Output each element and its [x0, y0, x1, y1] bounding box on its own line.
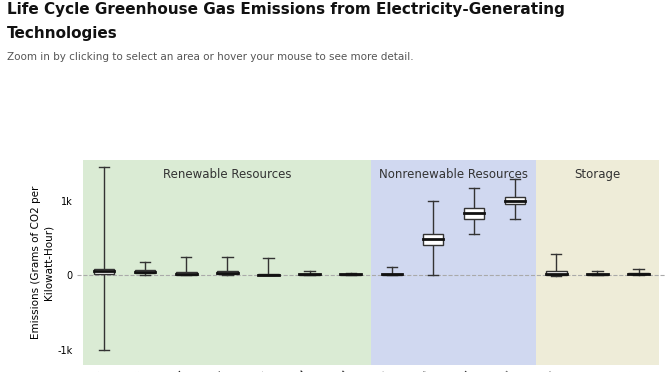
- Bar: [176, 272, 196, 275]
- Text: Technologies: Technologies: [7, 26, 118, 41]
- Bar: [341, 274, 361, 275]
- Bar: [628, 273, 649, 275]
- Text: Zoom in by clicking to select an area or hover your mouse to see more detail.: Zoom in by clicking to select an area or…: [7, 52, 413, 62]
- Bar: [546, 271, 566, 275]
- Y-axis label: Emissions (Grams of CO2 per
Kilowatt-Hour): Emissions (Grams of CO2 per Kilowatt-Hou…: [32, 186, 53, 339]
- Bar: [587, 274, 607, 275]
- Bar: [382, 274, 402, 275]
- Text: Nonrenewable Resources: Nonrenewable Resources: [379, 168, 528, 181]
- Bar: [505, 197, 526, 204]
- Bar: [135, 270, 155, 273]
- Bar: [217, 271, 238, 274]
- Text: Life Cycle Greenhouse Gas Emissions from Electricity-Generating: Life Cycle Greenhouse Gas Emissions from…: [7, 2, 564, 17]
- Bar: [83, 160, 371, 365]
- Bar: [536, 160, 659, 365]
- Text: Storage: Storage: [575, 168, 620, 181]
- Bar: [371, 160, 536, 365]
- Bar: [93, 269, 114, 274]
- Bar: [464, 208, 485, 219]
- Bar: [423, 234, 444, 245]
- Text: Renewable Resources: Renewable Resources: [163, 168, 292, 181]
- Bar: [299, 274, 320, 275]
- Bar: [258, 274, 279, 275]
